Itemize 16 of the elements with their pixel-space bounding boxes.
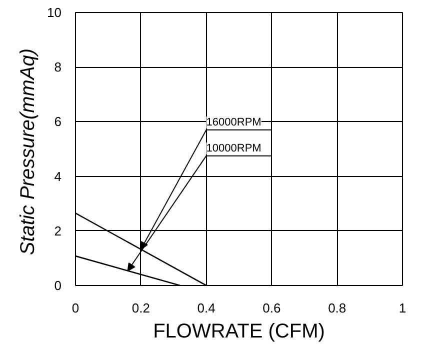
- text: 16000RPM: [206, 116, 262, 129]
- x-tick-label: 0.6: [262, 300, 281, 316]
- y-tick-label: 0: [54, 278, 62, 293]
- y-axis-title: Static Pressure(mmAq): [17, 48, 40, 256]
- y-tick-label: 10: [47, 5, 62, 20]
- x-tick-label: 1: [398, 300, 406, 316]
- x-tick-label: 0.4: [197, 300, 216, 316]
- x-tick-label: 0: [72, 300, 80, 316]
- x-axis-title: FLOWRATE (CFM): [153, 320, 325, 342]
- x-tick-label: 0.8: [328, 300, 346, 316]
- y-tick-label: 2: [54, 223, 62, 238]
- x-tick-label: 0.2: [132, 300, 150, 316]
- y-tick-label: 4: [54, 168, 62, 184]
- y-tick-label: 8: [54, 60, 62, 75]
- y-tick-label: 6: [54, 114, 62, 130]
- text: 10000RPM: [206, 142, 262, 154]
